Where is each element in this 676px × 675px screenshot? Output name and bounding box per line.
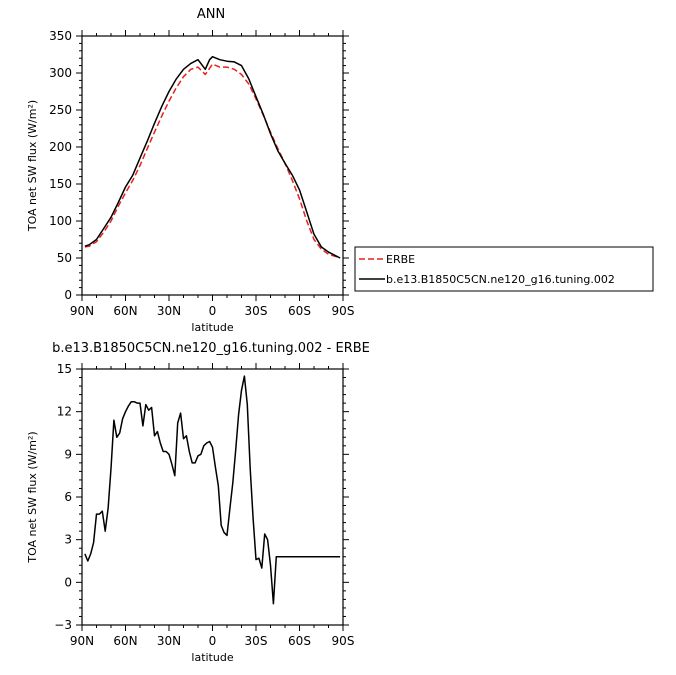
y-tick-label: 200 — [49, 140, 72, 154]
y-tick-label: 15 — [57, 362, 72, 376]
y-tick-label: −3 — [54, 618, 72, 632]
y-tick-label: 250 — [49, 103, 72, 117]
x-tick-label: 90N — [70, 304, 94, 318]
y-tick-label: 6 — [64, 490, 72, 504]
y-axis-label: TOA net SW flux (W/m²) — [26, 100, 39, 232]
series-line — [84, 375, 341, 605]
y-tick-label: 100 — [49, 214, 72, 228]
x-tick-label: 30S — [245, 634, 268, 648]
x-tick-label: 0 — [209, 634, 217, 648]
plot-frame — [81, 368, 344, 626]
x-axis-label: latitude — [191, 321, 233, 334]
y-tick-label: 9 — [64, 447, 72, 461]
legend-label: ERBE — [386, 253, 415, 266]
legend-label: b.e13.B1850C5CN.ne120_g16.tuning.002 — [386, 273, 615, 286]
x-tick-label: 30N — [157, 634, 181, 648]
y-tick-label: 300 — [49, 66, 72, 80]
y-tick-label: 350 — [49, 29, 72, 43]
x-tick-label: 60S — [288, 634, 311, 648]
x-tick-label: 90S — [332, 634, 355, 648]
series-line — [84, 55, 341, 259]
series-line — [84, 63, 341, 259]
x-tick-label: 90S — [332, 304, 355, 318]
chart-panel-top: 90N 60N 30N 0 30S 60S 90S 0 50 100 150 200 250 300 350… — [26, 29, 354, 334]
y-axis-label: TOA net SW flux (W/m²) — [26, 431, 39, 563]
y-tick-label: 3 — [64, 533, 72, 547]
x-tick-label: 30N — [157, 304, 181, 318]
legend-box — [354, 246, 654, 292]
chart-panel-bottom: 90N 60N 30N 0 30S 60S 90S −3 0 3 6 9 12 15 latitude TOA… — [26, 362, 354, 664]
x-tick-label: 90N — [70, 634, 94, 648]
x-tick-label: 60N — [113, 304, 137, 318]
y-tick-label: 50 — [57, 251, 72, 265]
x-axis-label: latitude — [191, 651, 233, 664]
y-tick-label: 0 — [64, 288, 72, 302]
y-tick-label: 0 — [64, 575, 72, 589]
x-tick-label: 60S — [288, 304, 311, 318]
plot-frame — [81, 35, 344, 296]
chart-title: ANN — [197, 7, 225, 22]
x-tick-label: 60N — [113, 634, 137, 648]
chart-title: b.e13.B1850C5CN.ne120_g16.tuning.002 - E… — [52, 341, 370, 356]
x-tick-label: 30S — [245, 304, 268, 318]
x-tick-label: 0 — [209, 304, 217, 318]
y-tick-label: 150 — [49, 177, 72, 191]
y-tick-label: 12 — [57, 405, 72, 419]
legend: ERBE b.e13.B1850C5CN.ne120_g16.tuning.002 — [354, 246, 654, 292]
